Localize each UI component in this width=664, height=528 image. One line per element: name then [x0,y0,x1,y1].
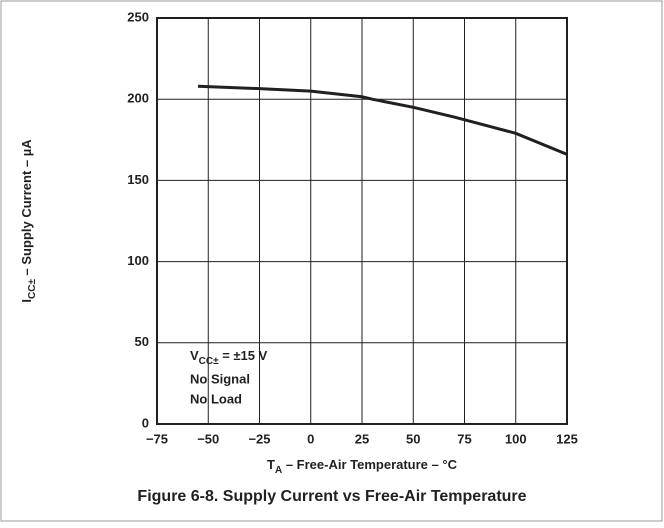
y-axis-label-main: I [19,299,34,303]
y-axis-label: ICC± – Supply Current – µA [19,139,37,303]
x-axis-label-rest: – Free-Air Temperature – °C [282,457,457,472]
x-tick-label: 100 [505,431,527,446]
y-tick-label: 200 [127,91,149,106]
y-tick-label: 0 [142,415,149,430]
x-tick-label: 125 [556,431,578,446]
annotation-line: No Load [190,391,242,406]
annotation: VCC± = ±15 V [190,348,268,366]
annotation-rest: = ±15 V [219,348,268,363]
y-tick-label: 150 [127,172,149,187]
chart-title: Figure 6-8. Supply Current vs Free-Air T… [137,488,526,505]
y-tick-label: 100 [127,253,149,268]
annotation-main: V [190,348,199,363]
y-axis-label-rest: – Supply Current – µA [19,139,34,279]
x-tick-label: 0 [307,431,314,446]
annotation-sub: CC± [199,356,219,367]
y-tick-label: 250 [127,9,149,24]
x-tick-label: 25 [355,431,369,446]
annotation-line: No Signal [190,371,250,386]
data-line [197,84,568,156]
x-tick-label: −25 [248,431,270,446]
x-tick-label: −50 [197,431,219,446]
x-tick-label: 50 [406,431,420,446]
x-tick-label: −75 [146,431,168,446]
y-axis-label-sub: CC± [27,279,38,299]
x-axis-label-sub: A [275,465,282,476]
x-tick-label: 75 [457,431,471,446]
x-axis-label: TA – Free-Air Temperature – °C [267,457,458,475]
y-tick-label: 50 [135,334,149,349]
x-axis-label-main: T [267,457,275,472]
plot-frame [156,17,568,425]
